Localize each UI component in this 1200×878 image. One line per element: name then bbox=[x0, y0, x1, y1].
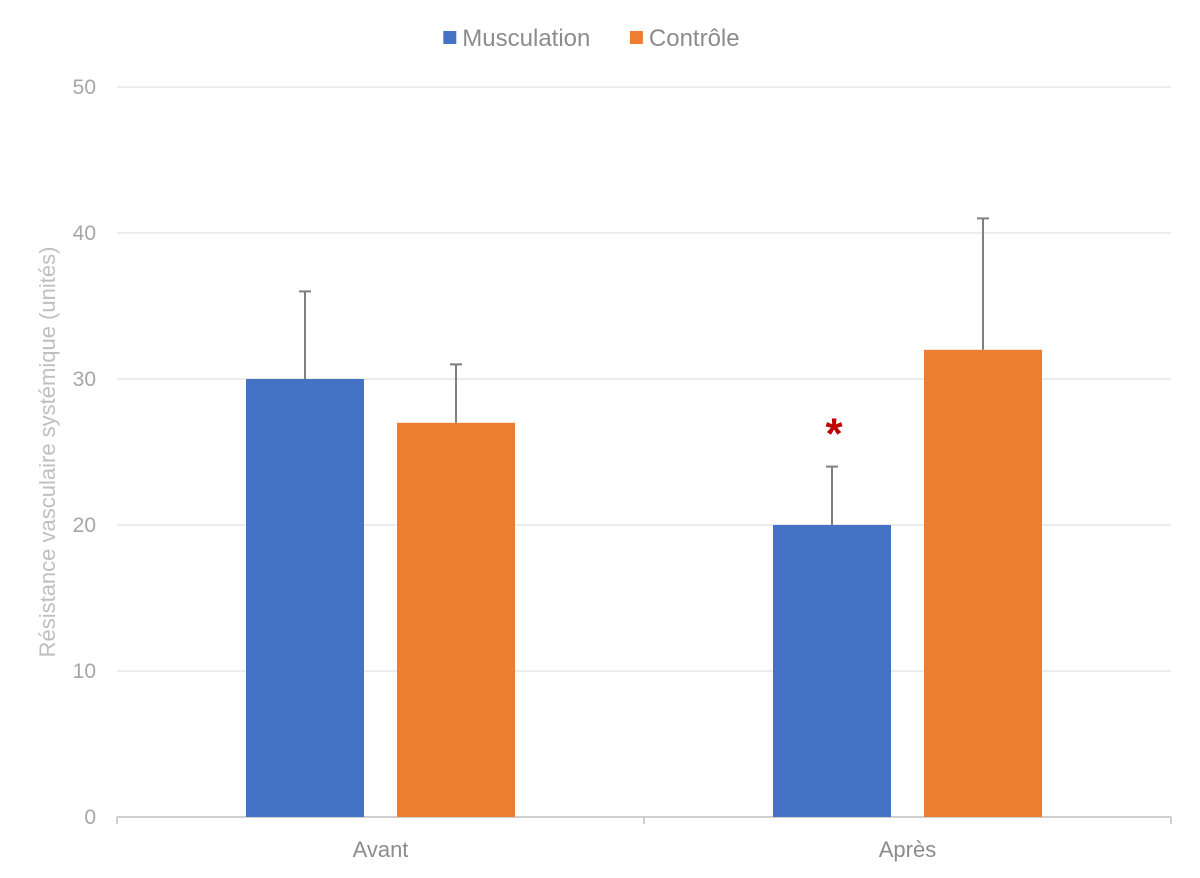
bars bbox=[246, 349, 1042, 817]
y-tick-label: 0 bbox=[84, 806, 96, 829]
bar-Contrôle-Après bbox=[924, 349, 1042, 817]
x-axis-categories: Avant Après bbox=[353, 837, 937, 862]
x-axis bbox=[116, 816, 1172, 824]
y-tick-label: 50 bbox=[73, 76, 96, 99]
legend-label: Contrôle bbox=[649, 25, 740, 52]
y-tick-label: 10 bbox=[73, 660, 96, 683]
legend-swatch-Musculation bbox=[443, 31, 457, 44]
legend-label: Musculation bbox=[462, 25, 590, 52]
legend-swatch-Contrôle bbox=[629, 31, 643, 44]
y-axis-label: Résistance vasculaire systémique (unités… bbox=[35, 247, 60, 658]
significance-marker: * bbox=[825, 410, 843, 459]
y-tick-label: 20 bbox=[73, 514, 96, 537]
y-tick-label: 30 bbox=[73, 368, 96, 391]
y-axis-ticks: 0 10 20 30 40 50 bbox=[73, 76, 96, 829]
x-category-label: Après bbox=[879, 837, 936, 862]
bar-Musculation-Avant bbox=[246, 379, 364, 817]
y-tick-label: 40 bbox=[73, 222, 96, 245]
error-bars bbox=[299, 217, 989, 525]
bar-Musculation-Après bbox=[773, 525, 891, 817]
annotations: * bbox=[825, 410, 843, 459]
legend: Musculation Contrôle bbox=[443, 25, 740, 52]
bar-Contrôle-Avant bbox=[397, 422, 515, 817]
x-category-label: Avant bbox=[353, 837, 409, 862]
